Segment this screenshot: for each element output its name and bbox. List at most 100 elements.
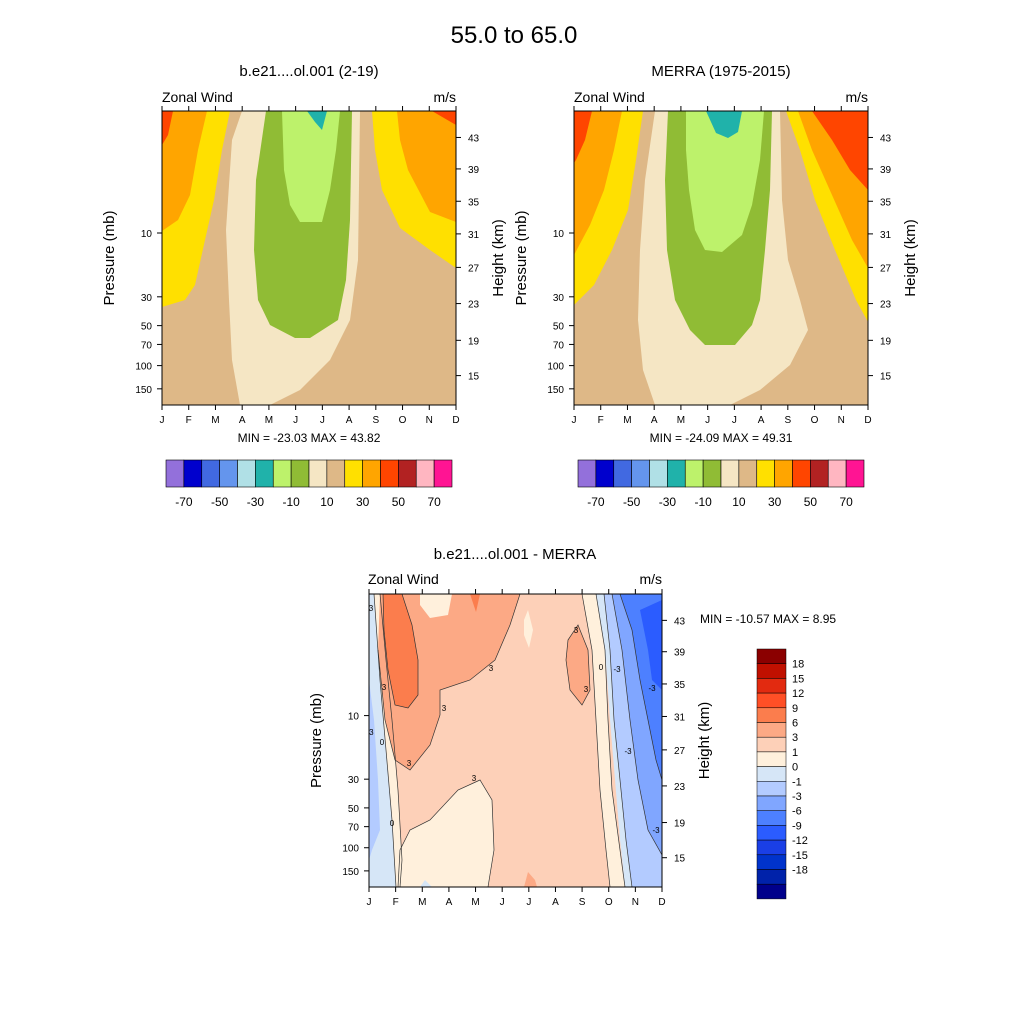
colorbar-swatch <box>756 869 787 885</box>
colorbar-label: -9 <box>792 820 802 832</box>
colorbar-swatch <box>756 810 787 826</box>
colorbar-swatch <box>810 459 829 488</box>
x-tick-label: J <box>705 415 710 426</box>
colorbar-swatch <box>595 459 615 488</box>
x-tick-label: S <box>579 897 586 908</box>
colorbar-label: -70 <box>175 495 193 509</box>
pressure-tick-label: 10 <box>348 712 360 723</box>
field-band-30-40-west <box>162 111 207 231</box>
x-tick-label: F <box>393 897 399 908</box>
colorbar-label: -15 <box>792 850 808 862</box>
field-band-0-1-jul <box>524 610 533 648</box>
colorbar-swatch <box>631 459 650 488</box>
field-band-neg12-neg9-east <box>640 600 662 690</box>
colorbar-label: 6 <box>792 718 798 730</box>
height-tick-label: 23 <box>880 300 892 311</box>
x-tick-label: O <box>605 897 613 908</box>
colorbar-label: -6 <box>792 806 802 818</box>
panel-model: b.e21....ol.001 (2-19) Zonal Wind m/s J F… <box>101 63 507 509</box>
colorbar-swatch <box>756 648 787 664</box>
field-band-neg3-neg1-west <box>369 680 380 860</box>
field-band-neg20-neg10 <box>686 111 764 252</box>
panel-diff-field: 3 3 3 3 3 3 3 3 0 0 0 -3 -3 -3 -3 -3 <box>369 594 662 887</box>
x-tick-label: F <box>186 415 192 426</box>
colorbar-swatch <box>792 459 811 488</box>
height-tick-label: 27 <box>674 746 686 757</box>
x-tick-label: N <box>632 897 639 908</box>
contour-label: -3 <box>624 747 632 756</box>
height-tick-label: 43 <box>880 133 892 144</box>
field-band-3-6-jul <box>524 872 537 887</box>
panel-diff-frame <box>368 593 663 888</box>
panel-model-left-label: Zonal Wind <box>162 89 233 105</box>
x-tick-label: M <box>265 415 273 426</box>
contour-label: 0 <box>390 819 395 828</box>
field-band-neg20-neg10 <box>282 111 340 222</box>
x-tick-label: A <box>446 897 453 908</box>
x-tick-label: J <box>160 415 165 426</box>
pressure-tick-label: 30 <box>553 293 565 304</box>
pressure-tick-label: 50 <box>553 322 565 333</box>
pressure-axis-title: Pressure (mb) <box>513 210 530 305</box>
field-band-40-50-east <box>812 111 868 190</box>
contour-label: -3 <box>652 826 660 835</box>
panel-diff-summary: MIN = -10.57 MAX = 8.95 <box>700 612 836 626</box>
field-band-neg30-neg20 <box>307 111 327 130</box>
contour-1-spring <box>397 779 495 887</box>
colorbar-label: -1 <box>792 776 802 788</box>
panel-obs-axes: J F M A M J J A S O N D 10 30 50 70 100 150 43 39 35 31 27 23 19… <box>513 106 919 426</box>
x-tick-label: J <box>367 897 372 908</box>
colorbar-label: 18 <box>792 659 804 671</box>
colorbar-swatch <box>649 459 668 488</box>
pressure-axis-title: Pressure (mb) <box>308 693 325 788</box>
contour-3-main <box>377 594 521 771</box>
colorbar-swatch <box>756 825 787 841</box>
panel-model-frame <box>161 110 457 406</box>
x-tick-label: D <box>658 897 665 908</box>
page-title: 55.0 to 65.0 <box>451 22 578 49</box>
colorbar-swatch <box>756 663 787 679</box>
contour-1-east <box>581 594 611 887</box>
contour-neg1-east <box>603 594 633 887</box>
pressure-tick-label: 50 <box>348 804 360 815</box>
x-tick-label: J <box>320 415 325 426</box>
colorbar-swatch <box>756 692 787 709</box>
height-tick-label: 43 <box>468 133 480 144</box>
pressure-tick-label: 100 <box>342 844 359 855</box>
colorbar-swatch <box>756 707 787 723</box>
field-band-neg1-0-spring <box>420 880 432 887</box>
colorbar-label: 0 <box>792 762 798 774</box>
colorbar-swatch <box>667 459 686 488</box>
panel-model-summary: MIN = -23.03 MAX = 43.82 <box>238 431 381 445</box>
colorbar-swatch <box>702 459 722 488</box>
x-tick-label: J <box>293 415 298 426</box>
contour-neg3-east <box>611 594 662 856</box>
colorbar-swatch <box>756 678 787 694</box>
height-tick-label: 15 <box>674 854 686 865</box>
contour-label: 3 <box>382 683 387 692</box>
colorbar-swatch <box>577 459 597 488</box>
contour-3-sep <box>565 624 591 706</box>
colorbar-label: 50 <box>804 495 818 509</box>
colorbar-swatch <box>756 736 787 753</box>
colorbar-swatch <box>756 751 787 767</box>
field-band-6-9-west <box>383 594 418 708</box>
x-tick-label: A <box>239 415 246 426</box>
contour-label: -3 <box>613 665 621 674</box>
colorbar-label: -50 <box>211 495 229 509</box>
panel-obs-colorbar: -70 -50 -30 -10 10 30 50 70 <box>577 459 865 509</box>
pressure-tick-label: 30 <box>348 775 360 786</box>
x-tick-label: F <box>598 415 604 426</box>
field-band-6-9-top <box>470 594 480 612</box>
colorbar-swatch <box>756 766 787 782</box>
pressure-tick-label: 150 <box>135 385 152 396</box>
height-tick-label: 23 <box>468 300 480 311</box>
x-tick-label: N <box>838 415 845 426</box>
height-tick-label: 35 <box>674 680 686 691</box>
colorbar-swatch <box>219 459 238 488</box>
x-tick-label: M <box>418 897 426 908</box>
colorbar-label: 9 <box>792 703 798 715</box>
height-tick-label: 27 <box>468 263 480 274</box>
pressure-tick-label: 150 <box>547 385 564 396</box>
colorbar-swatch <box>290 459 310 488</box>
